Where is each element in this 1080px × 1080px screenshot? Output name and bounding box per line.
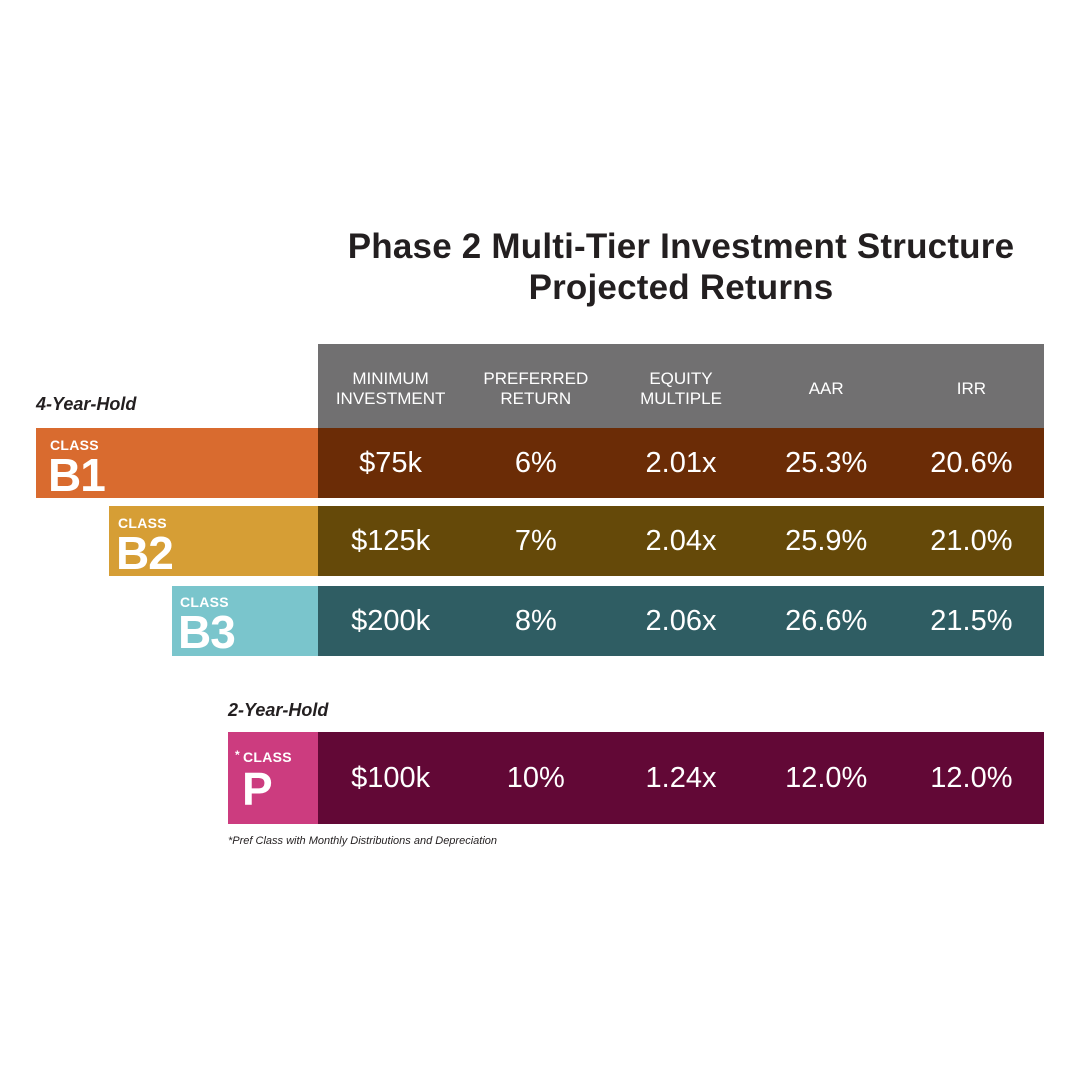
header-minimum-investment: MINIMUM INVESTMENT [335,369,446,408]
class-label: CLASS [243,749,292,765]
cell-aar: 25.3% [785,446,868,479]
cell-irr: 20.6% [930,446,1013,479]
class-name: B3 [178,606,236,658]
cell-minimum-investment: $200k [351,604,431,637]
table-row-b3: CLASS B3 $200k 8% 2.06x 26.6% 21.5% [172,586,1044,656]
cell-equity-multiple: 2.01x [645,446,717,479]
title-line-2: Projected Returns [528,268,834,307]
footnote: *Pref Class with Monthly Distributions a… [228,835,498,847]
class-badge-b3: CLASS B3 [172,586,318,656]
row-values-p: $100k 10% 1.24x 12.0% 12.0% [318,732,1044,824]
class-badge-b1: CLASS B1 [36,428,318,498]
cell-minimum-investment: $75k [359,446,423,479]
cell-irr: 21.0% [930,524,1013,557]
class-label: CLASS [118,515,167,531]
cell-equity-multiple: 2.06x [645,604,717,637]
class-badge-p: * CLASS P [228,732,318,824]
header-irr: IRR [956,379,987,398]
page-title: Phase 2 Multi-Tier Investment Structure … [318,226,1044,308]
cell-aar: 26.6% [785,604,868,637]
cell-equity-multiple: 1.24x [645,761,717,794]
class-label: CLASS [50,437,99,453]
class-name: B1 [48,449,106,501]
table-row-b2: CLASS B2 $125k 7% 2.04x 25.9% 21.0% [109,506,1044,576]
cell-preferred-return: 8% [514,604,557,637]
cell-preferred-return: 10% [506,761,565,794]
group-label-2-year: 2-Year-Hold [228,700,329,720]
class-name: P [242,763,273,815]
cell-minimum-investment: $100k [351,761,431,794]
class-label: CLASS [180,594,229,610]
header-equity-multiple: EQUITY MULTIPLE [640,369,722,408]
group-label-4-year: 4-Year-Hold [36,394,137,414]
cell-irr: 21.5% [930,604,1013,637]
asterisk-marker: * [235,748,240,762]
class-badge-b2: CLASS B2 [109,506,318,576]
header-aar: AAR [808,379,844,398]
cell-irr: 12.0% [930,761,1013,794]
header-preferred-return: PREFERRED RETURN [483,369,589,408]
title-line-1: Phase 2 Multi-Tier Investment Structure [347,227,1015,266]
cell-equity-multiple: 2.04x [645,524,717,557]
cell-preferred-return: 7% [514,524,557,557]
row-values-b3: $200k 8% 2.06x 26.6% 21.5% [318,586,1044,656]
cell-minimum-investment: $125k [351,524,431,557]
cell-aar: 25.9% [785,524,868,557]
cell-aar: 12.0% [785,761,868,794]
row-values-b1: $75k 6% 2.01x 25.3% 20.6% [318,428,1044,498]
table-header: MINIMUM INVESTMENT PREFERRED RETURN EQUITY… [318,344,1044,428]
class-name: B2 [116,527,174,579]
row-values-b2: $125k 7% 2.04x 25.9% 21.0% [318,506,1044,576]
table-row-b1: CLASS B1 $75k 6% 2.01x 25.3% 20.6% [36,428,1044,498]
table-row-p: * CLASS P $100k 10% 1.24x 12.0% 12.0% [228,732,1044,824]
cell-preferred-return: 6% [514,446,557,479]
